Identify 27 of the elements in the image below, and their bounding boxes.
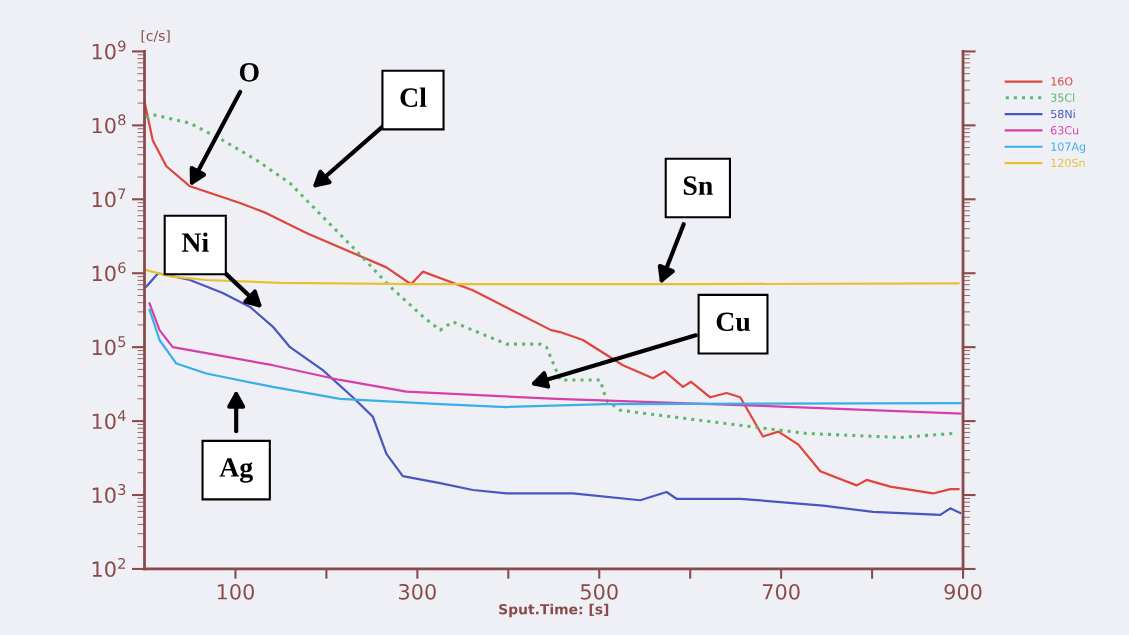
x-tick-label: 300 [399,583,436,600]
annotation: Cu [716,312,751,332]
x-tick-label: 900 [944,583,982,600]
annotation: Ni [181,232,209,252]
x-tick-label: 700 [762,583,800,600]
x-tick-label: 500 [580,583,618,600]
x-axis-title: Sput.Time: [s] [499,603,609,618]
legend-label: 16O [1051,77,1073,86]
legend-label: 58Ni [1051,109,1075,119]
y-tick-label: 10$^{5}$ [92,336,126,356]
y-tick-label: 10$^{8}$ [92,114,126,134]
annotation: Sn [683,176,713,196]
y-tick-label: 10$^{9}$ [92,40,126,60]
y-tick-label: 10$^{3}$ [92,483,126,504]
y-tick-label: 10$^{7}$ [92,188,126,208]
annotation: Cl [400,87,427,108]
legend-label: 63Cu [1051,126,1079,135]
annotation: O [239,63,259,82]
annotation: Ag [219,458,253,483]
y-tick-label: 10$^{2}$ [92,557,126,578]
x-tick-label: 100 [217,583,254,600]
y-tick-label: 10$^{4}$ [92,410,126,430]
y-axis-title: [c/s] [141,30,170,43]
legend-label: 107Ag [1051,142,1086,153]
legend-label: 35Cl [1051,93,1075,102]
y-tick-label: 10$^{6}$ [92,262,126,282]
legend-label: 120Sn [1051,158,1085,168]
